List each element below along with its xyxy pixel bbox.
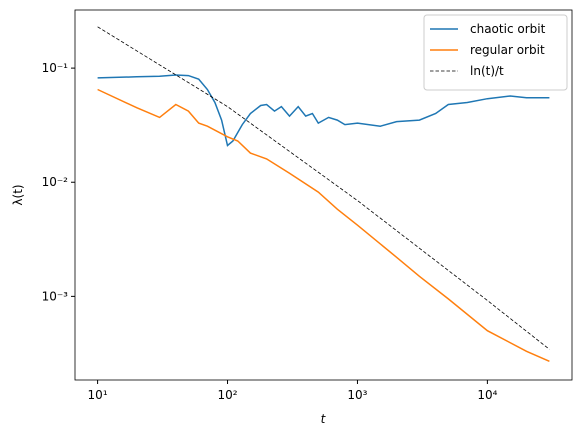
y-tick-label: 10⁻³ [42, 289, 69, 303]
y-tick-label: 10⁻¹ [42, 61, 69, 75]
x-tick-label: 10¹ [88, 388, 108, 402]
series-line [97, 26, 550, 350]
x-tick-label: 10² [217, 388, 237, 402]
y-tick-label: 10⁻² [42, 175, 69, 189]
x-axis-label: t [321, 412, 327, 426]
x-tick-label: 10³ [347, 388, 367, 402]
series-line [97, 74, 550, 147]
axes-frame [74, 9, 573, 381]
legend-label: regular orbit [470, 43, 545, 57]
legend-label: chaotic orbit [470, 22, 546, 36]
y-axis-label: λ(t) [11, 184, 25, 205]
x-tick-label: 10⁴ [477, 388, 497, 402]
series-line [97, 88, 550, 362]
legend-label: ln(t)/t [470, 64, 504, 78]
legend-box [423, 14, 568, 91]
